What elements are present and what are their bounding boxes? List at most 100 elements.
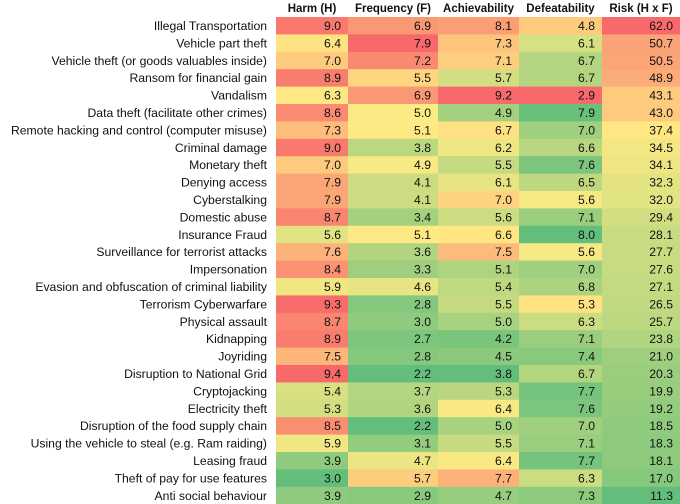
cell-value: 34.5 (649, 141, 673, 155)
cell-value: 6.4 (324, 36, 341, 50)
cell-value: 4.5 (495, 350, 512, 364)
cell-value: 5.5 (495, 437, 512, 451)
heatmap-cell (438, 69, 520, 88)
cell-value: 62.0 (649, 19, 673, 33)
heatmap-cell (519, 191, 603, 209)
row-label-surveillance-for-terrorist-attacks: Surveillance for terrorist attacks (96, 245, 267, 259)
cell-value: 4.2 (495, 332, 512, 346)
heatmap-cell (438, 208, 520, 227)
heatmap-cell (348, 486, 439, 504)
heatmap-cell (519, 86, 603, 105)
cell-value: 2.2 (414, 367, 431, 381)
cell-value: 7.3 (324, 123, 341, 137)
row-label-illegal-transportation: Illegal Transportation (154, 19, 267, 33)
heatmap-cell (438, 417, 520, 436)
cell-value: 3.1 (414, 437, 431, 451)
cell-value: 6.4 (495, 454, 512, 468)
heatmap-cell (348, 173, 439, 192)
heatmap-cell (438, 104, 520, 122)
heatmap-cell (519, 69, 603, 88)
row-label-disruption-of-the-food-supply-chain: Disruption of the food supply chain (80, 419, 267, 433)
cell-value: 27.6 (649, 263, 673, 277)
heatmap-cell (602, 17, 680, 35)
heatmap-cell (438, 173, 520, 192)
heatmap-cell (602, 399, 680, 418)
cell-value: 7.6 (324, 245, 341, 259)
heatmap-cell (519, 469, 603, 488)
cell-value: 7.9 (414, 36, 431, 50)
heatmap-cell (276, 295, 349, 314)
cell-value: 8.6 (324, 106, 341, 120)
heatmap-cell (602, 312, 680, 331)
heatmap-cell (348, 138, 439, 157)
row-label-denying-access: Denying access (181, 176, 267, 190)
cell-value: 7.3 (495, 36, 512, 50)
heatmap-cell (519, 243, 603, 262)
heatmap-cell (602, 69, 680, 88)
heatmap-cell (438, 243, 520, 262)
cell-value: 21.0 (649, 350, 673, 364)
cell-value: 2.8 (414, 297, 431, 311)
cell-value: 4.9 (495, 106, 512, 120)
cell-value: 29.4 (649, 210, 673, 224)
heatmap-cell (602, 417, 680, 436)
cell-value: 7.0 (578, 419, 595, 433)
heatmap-cell (276, 417, 349, 436)
heatmap-cell (519, 138, 603, 157)
cell-value: 32.3 (649, 176, 673, 190)
row-label-anti-social-behaviour: Anti social behaviour (155, 489, 267, 503)
cell-value: 43.1 (649, 89, 673, 103)
row-label-vehicle-theft-or-goods-valuables-inside: Vehicle theft (or goods valuables inside… (52, 54, 267, 68)
row-label-electricity-theft: Electricity theft (188, 402, 268, 416)
cell-value: 7.9 (324, 193, 341, 207)
cell-value: 9.0 (324, 141, 341, 155)
cell-value: 9.4 (324, 367, 341, 381)
heatmap-cell (348, 208, 439, 227)
heatmap-cell (438, 121, 520, 140)
cell-value: 6.3 (324, 89, 341, 103)
heatmap-cell (438, 382, 520, 401)
cell-value: 50.5 (649, 54, 673, 68)
heatmap-cell (519, 121, 603, 140)
cell-value: 19.2 (649, 402, 673, 416)
cell-value: 4.1 (414, 193, 431, 207)
cell-value: 4.1 (414, 176, 431, 190)
cell-value: 2.9 (578, 89, 595, 103)
cell-value: 5.6 (495, 210, 512, 224)
heatmap-cell (348, 469, 439, 488)
heatmap-cell (276, 138, 349, 157)
column-header-defeatability: Defeatability (526, 3, 595, 15)
heatmap-cell (438, 434, 520, 453)
cell-value: 5.0 (495, 315, 512, 329)
heatmap-cell (438, 347, 520, 366)
cell-value: 6.9 (414, 19, 431, 33)
cell-value: 8.4 (324, 263, 341, 277)
heatmap-cell (276, 365, 349, 383)
row-labels: Illegal Transportation Vehicle part theft… (11, 19, 268, 503)
cell-value: 18.1 (649, 454, 673, 468)
cell-value: 3.6 (414, 245, 431, 259)
heatmap-cell (438, 17, 520, 35)
heatmap-cell (276, 208, 349, 227)
row-label-monetary-theft: Monetary theft (189, 158, 268, 172)
cell-value: 3.8 (414, 141, 431, 155)
heatmap-cell (276, 225, 349, 244)
heatmap-cell (348, 225, 439, 244)
cell-value: 7.7 (578, 384, 595, 398)
heatmap-cell (602, 104, 680, 122)
heatmap-cell (276, 17, 349, 35)
cell-value: 3.9 (324, 454, 341, 468)
cell-value: 5.5 (495, 158, 512, 172)
cell-value: 48.9 (649, 71, 673, 85)
heatmap-cell (276, 486, 349, 504)
cell-value: 9.0 (324, 19, 341, 33)
cell-value: 6.7 (578, 367, 595, 381)
row-label-ransom-for-financial-gain: Ransom for financial gain (129, 71, 267, 85)
cell-value: 28.1 (649, 228, 673, 242)
cell-value: 6.5 (578, 176, 595, 190)
cell-value: 5.1 (495, 263, 512, 277)
cell-value: 7.7 (495, 471, 512, 485)
heatmap-cell (438, 295, 520, 314)
heatmap-cell (438, 156, 520, 175)
heatmap-cell (602, 173, 680, 192)
